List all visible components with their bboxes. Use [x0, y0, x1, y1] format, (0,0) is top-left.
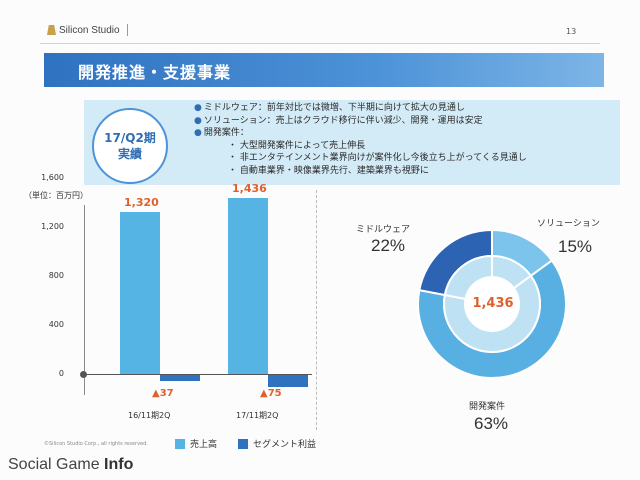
page-title: 開発推進・支援事業	[78, 63, 232, 82]
sub-bullet-item: ・ 非エンタテインメント業界向けが案件化し今後立ち上がってくる見通し	[194, 152, 527, 165]
header-rule	[40, 43, 600, 44]
sub-bullet-text: 自動車業界・映像業界先行、建築業界も視野に	[239, 165, 429, 176]
chart-unit-label: （単位：百万円）	[24, 191, 88, 200]
summary-band	[84, 100, 620, 185]
watermark: Social Game Info	[8, 456, 133, 474]
period-line1: 17/Q2期	[104, 131, 156, 145]
donut-inner-slice	[491, 254, 533, 290]
period-badge: 17/Q2期 実績	[92, 108, 168, 184]
x-tick-label: 17/11期2Q	[236, 411, 279, 420]
y-tick-label: 1,200	[41, 221, 64, 231]
bar-profit	[268, 375, 308, 387]
donut-slice	[417, 259, 567, 379]
x-tick-label: 16/11期2Q	[128, 411, 171, 420]
legend-item-profit: セグメント利益	[238, 437, 316, 450]
sub-bullet-item: ・ 大型開発案件によって売上伸長	[194, 140, 527, 153]
bar-profit	[160, 375, 200, 381]
bullet-text: 開発案件：	[203, 128, 249, 138]
bullet-dot-icon: ●	[194, 115, 202, 126]
donut-label-middleware: ミドルウェア	[356, 225, 411, 235]
logo-separator	[126, 24, 128, 36]
donut-slice	[491, 228, 554, 278]
bullet-item: ● ソリューション：売上はクラウド移行に伴い減少、開発・運用は安定	[194, 115, 527, 128]
donut-inner-slice	[443, 254, 493, 301]
donut-slice	[418, 228, 493, 297]
donut-pct-solution: 15%	[558, 237, 593, 256]
legend-label: 売上高	[190, 440, 218, 450]
sub-bullet-item: ・ 自動車業界・映像業界先行、建築業界も視野に	[194, 165, 527, 178]
sub-bullet-mark: ・	[228, 153, 240, 163]
donut-pct-development: 63%	[474, 414, 509, 433]
donut-center-label: 1,436	[472, 296, 514, 311]
bullet-dot-icon: ●	[194, 128, 202, 138]
bullet-text: ソリューション：売上はクラウド移行に伴い減少、開発・運用は安定	[203, 115, 483, 126]
bar-sales	[228, 197, 268, 374]
bullet-text: ミドルウェア：前年対比では微増、下半期に向けて拡大の見通し	[203, 103, 465, 113]
donut-label-solution: ソリューション	[537, 219, 600, 229]
sub-bullet-mark: ・	[228, 165, 240, 176]
y-tick-label: 800	[48, 270, 64, 280]
bullet-dot-icon: ●	[194, 103, 202, 113]
legend-item-sales: 売上高	[175, 437, 217, 450]
watermark-a: Social Game	[8, 456, 105, 473]
bar-value-label: 1,436	[232, 181, 267, 195]
y-tick-label: 1,600	[41, 172, 64, 182]
page-number: 13	[566, 27, 577, 36]
sub-bullet-mark: ・	[228, 140, 240, 151]
logo-text: Silicon Studio	[59, 24, 120, 36]
y-tick-label: 400	[48, 319, 64, 329]
bullet-item: ● 開発案件：	[194, 127, 527, 140]
company-logo: Silicon Studio	[47, 24, 128, 36]
bullet-item: ● ミドルウェア：前年対比では微増、下半期に向けて拡大の見通し	[194, 102, 527, 115]
bar-sales	[120, 212, 160, 374]
copyright-text: ©Silicon Studio Corp., all rights reserv…	[44, 441, 148, 447]
bar-value-label: ▲75	[260, 388, 282, 399]
donut-inner-slice	[443, 274, 541, 353]
bar-value-label: 1,320	[124, 196, 159, 209]
legend-swatch	[175, 438, 185, 449]
sub-bullet-text: 大型開発案件によって売上伸長	[239, 140, 366, 151]
y-tick-label: 0	[58, 369, 64, 378]
logo-mark-icon	[47, 25, 56, 35]
donut-pct-middleware: 22%	[371, 236, 406, 255]
bar-value-label: ▲37	[152, 388, 174, 399]
baseline-knob	[80, 371, 87, 378]
watermark-b: Info	[104, 456, 134, 473]
period-line2: 実績	[117, 147, 142, 161]
summary-bullets: ● ミドルウェア：前年対比では微増、下半期に向けて拡大の見通し ● ソリューション：…	[194, 102, 527, 177]
legend-swatch	[238, 438, 248, 449]
legend-label: セグメント利益	[253, 440, 317, 450]
y-axis-line	[84, 205, 85, 395]
chart-divider	[316, 190, 317, 430]
zero-baseline	[84, 374, 312, 375]
title-bar: 開発推進・支援事業	[44, 53, 604, 87]
sub-bullet-text: 非エンタテインメント業界向けが案件化し今後立ち上がってくる見通し	[239, 153, 527, 163]
donut-label-development: 開発案件	[469, 402, 506, 412]
